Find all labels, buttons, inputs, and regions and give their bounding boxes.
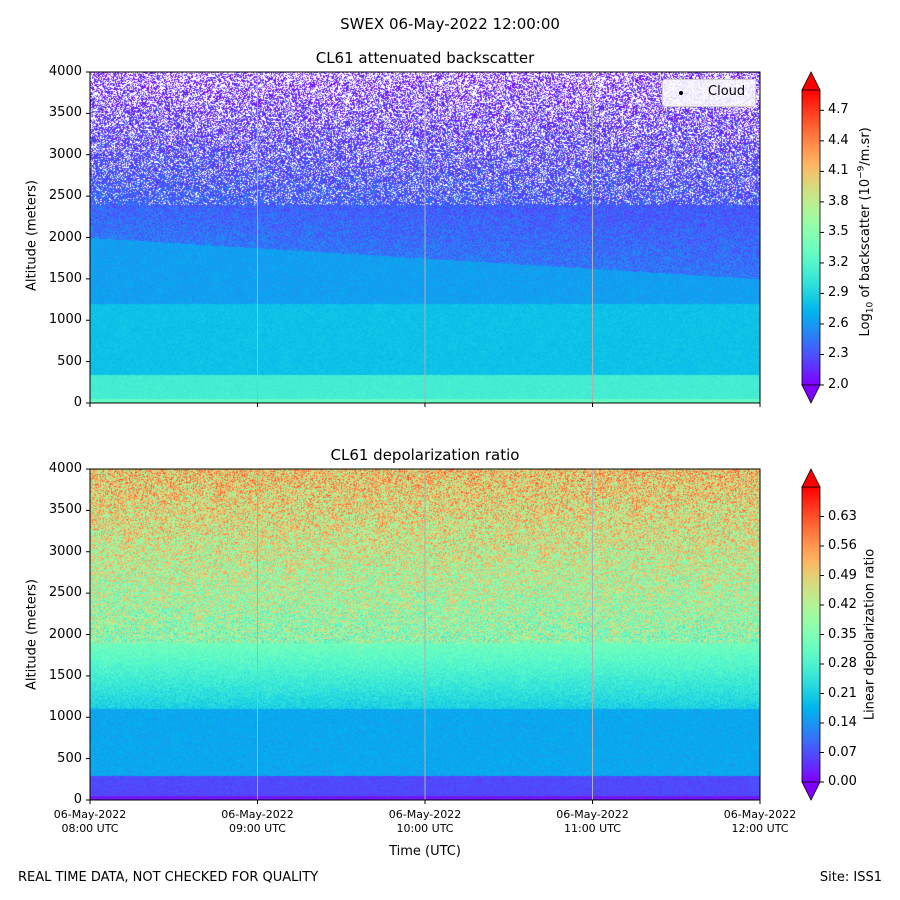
- colorbar-extend-min: [801, 781, 821, 801]
- colorbar-tick-label: 0.56: [828, 538, 857, 553]
- colorbar-extend-max: [801, 468, 821, 488]
- cloud-legend-marker: [679, 91, 683, 95]
- y-tick-label: 500: [57, 750, 82, 766]
- colorbar-tick-label: 3.8: [828, 193, 849, 209]
- colorbar-extend-min: [801, 384, 821, 404]
- cloud-legend: Cloud: [662, 79, 756, 107]
- colorbar-gradient: [801, 486, 821, 783]
- y-tick-label: 0: [73, 792, 82, 807]
- site-label: Site: ISS1: [819, 870, 882, 885]
- backscatter-title: CL61 attenuated backscatter: [315, 49, 535, 67]
- quality-disclaimer: REAL TIME DATA, NOT CHECKED FOR QUALITY: [18, 870, 319, 885]
- depol-colorbar: [801, 468, 824, 801]
- depol-colorbar-label: Linear depolarization ratio: [862, 548, 878, 721]
- colorbar-tick-label: 0.14: [828, 715, 857, 730]
- y-tick-label: 1000: [48, 709, 82, 725]
- x-tick-label: 06-May-2022 09:00 UTC: [221, 808, 294, 835]
- depol-title: CL61 depolarization ratio: [330, 446, 520, 464]
- colorbar-tick-label: 0.21: [828, 685, 857, 701]
- colorbar-tick-label: 4.4: [828, 132, 849, 148]
- x-tick-label: 06-May-2022 11:00 UTC: [556, 808, 629, 835]
- y-tick-label: 500: [57, 353, 82, 369]
- y-tick-label: 2000: [48, 626, 82, 642]
- y-tick-label: 0: [73, 395, 82, 410]
- colorbar-tick-label: 2.0: [828, 377, 849, 392]
- y-tick-label: 4000: [48, 64, 82, 79]
- colorbar-tick-label: 0.28: [828, 656, 857, 671]
- colorbar-tick-label: 0.49: [828, 567, 857, 583]
- y-tick-label: 4000: [48, 461, 82, 476]
- y-tick-label: 2500: [48, 188, 82, 204]
- colorbar-tick-label: 0.63: [828, 508, 857, 524]
- y-tick-label: 3000: [48, 543, 82, 559]
- backscatter-colorbar: [801, 71, 824, 404]
- x-tick-label: 06-May-2022 08:00 UTC: [53, 808, 127, 835]
- y-tick-label: 3000: [48, 146, 82, 162]
- colorbar-tick-label: 0.35: [828, 626, 857, 642]
- colorbar-tick-label: 0.00: [828, 774, 857, 789]
- colorbar-tick-label: 3.2: [828, 254, 849, 270]
- depol-xlabel: Time (UTC): [389, 844, 461, 859]
- colorbar-tick-label: 2.3: [828, 346, 849, 362]
- y-tick-label: 2000: [48, 229, 82, 245]
- x-tick-label: 06-May-2022 12:00 UTC: [723, 808, 797, 835]
- y-tick-label: 3500: [48, 105, 82, 121]
- cloud-legend-label: Cloud: [708, 84, 746, 99]
- colorbar-tick-label: 4.1: [828, 163, 849, 179]
- x-tick-label: 06-May-2022 10:00 UTC: [388, 808, 462, 835]
- colorbar-tick-label: 2.9: [828, 285, 849, 301]
- figure-suptitle: SWEX 06-May-2022 12:00:00: [340, 15, 560, 33]
- colorbar-tick-label: 0.07: [828, 744, 857, 760]
- colorbar-tick-label: 3.5: [828, 224, 849, 240]
- y-tick-label: 2500: [48, 585, 82, 601]
- y-tick-label: 1500: [48, 270, 82, 286]
- y-tick-label: 1000: [48, 312, 82, 328]
- colorbar-tick-label: 4.7: [828, 102, 849, 118]
- y-tick-label: 1500: [48, 667, 82, 683]
- colorbar-tick-label: 2.6: [828, 315, 849, 331]
- colorbar-tick-label: 0.42: [828, 597, 857, 612]
- colorbar-extend-max: [801, 71, 821, 91]
- y-tick-label: 3500: [48, 502, 82, 518]
